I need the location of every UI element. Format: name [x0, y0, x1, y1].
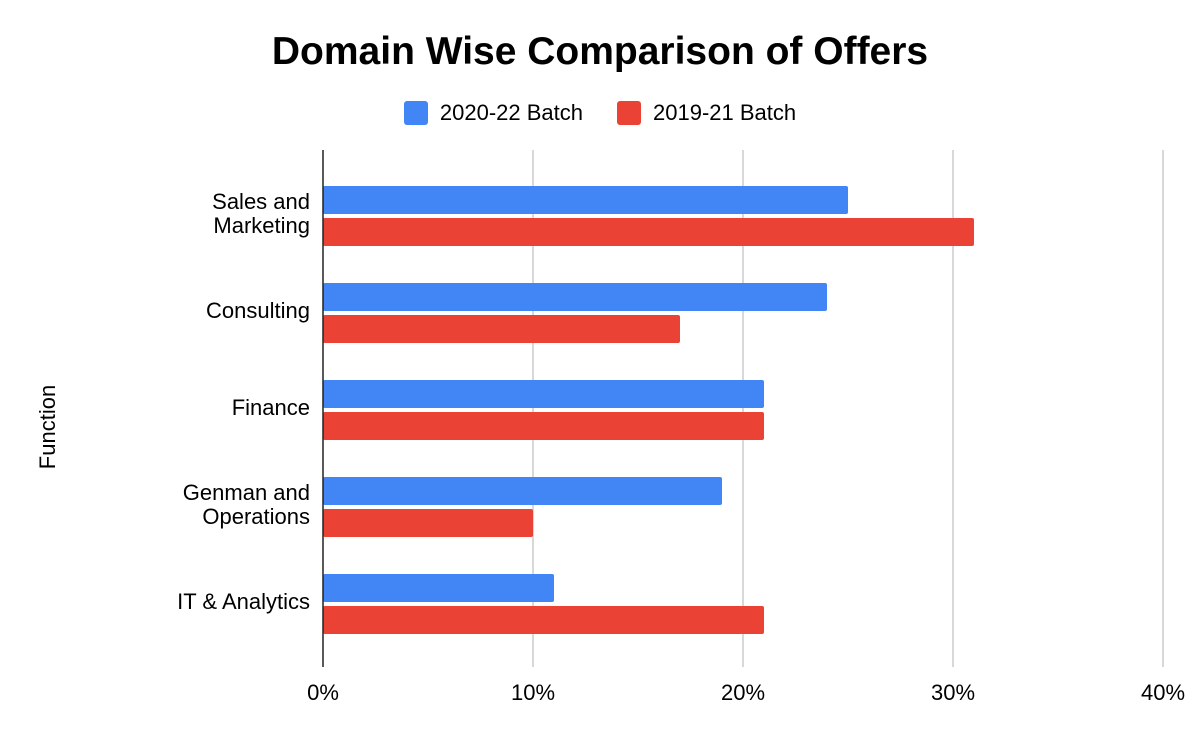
legend-label-series-1: 2019-21 Batch	[653, 100, 797, 125]
bar-series-0-cat-2	[323, 380, 764, 408]
bar-series-0-cat-0	[323, 186, 848, 214]
legend-item-series-1: 2019-21 Batch	[617, 98, 796, 128]
bar-series-1-cat-0	[323, 218, 974, 246]
category-label-line: Finance	[231, 395, 310, 420]
legend-swatch-series-1	[617, 101, 641, 125]
category-label-line: IT & Analytics	[177, 589, 310, 614]
category-label-1: Consulting	[90, 299, 310, 323]
bar-series-0-cat-1	[323, 283, 827, 311]
category-label-line: Marketing	[213, 213, 310, 238]
legend-label-series-0: 2020-22 Batch	[439, 100, 583, 125]
bar-series-1-cat-1	[323, 315, 680, 343]
x-tick-label: 40%	[1141, 680, 1185, 705]
chart-title: Domain Wise Comparison of Offers	[271, 30, 929, 73]
x-tick-label: 20%	[721, 680, 765, 705]
category-label-2: Finance	[90, 396, 310, 420]
legend-swatch-series-0	[403, 101, 428, 125]
category-label-line: Consulting	[206, 298, 310, 323]
x-tick-label: 10%	[511, 680, 555, 705]
category-label-line: Genman and	[182, 480, 310, 505]
bar-series-1-cat-3	[323, 509, 533, 537]
category-label-0: Sales and Marketing	[90, 190, 310, 238]
x-tick-label: 30%	[931, 680, 975, 705]
bar-series-1-cat-4	[323, 606, 764, 634]
bar-series-1-cat-2	[323, 412, 764, 440]
category-label-3: Genman and Operations	[90, 481, 310, 529]
x-tick-label: 0%	[307, 680, 339, 705]
category-label-line: Operations	[202, 504, 310, 529]
bar-series-0-cat-3	[323, 477, 722, 505]
chart-legend: 2020-22 Batch 2019-21 Batch	[0, 98, 1200, 128]
category-label-line: Sales and	[212, 189, 310, 214]
legend-item-series-0: 2020-22 Batch	[403, 98, 583, 128]
category-label-4: IT & Analytics	[90, 590, 310, 614]
bar-series-0-cat-4	[323, 574, 554, 602]
